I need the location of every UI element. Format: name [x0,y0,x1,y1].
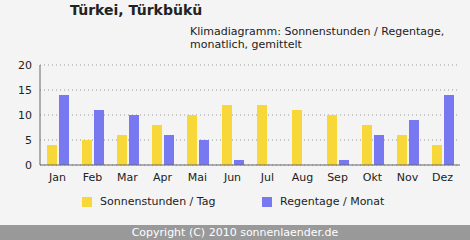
svg-text:Jan: Jan [48,171,66,184]
html-text:Copyright (C) 2010 sonnenlaend: Copyright (C) 2010 sonnenlaender.de [131,226,339,239]
svg-text:20: 20 [18,59,32,72]
svg-text:Nov: Nov [397,171,419,184]
html-text:Regentage / Monat: Regentage / Monat [280,195,385,208]
svg-text:Apr: Apr [153,171,173,184]
svg-text:Feb: Feb [83,171,102,184]
svg-text:10: 10 [18,109,32,122]
svg-text:Dez: Dez [432,171,453,184]
svg-text:5: 5 [25,134,32,147]
svg-text:Mar: Mar [117,171,138,184]
svg-text:Jun: Jun [223,171,241,184]
html-text:Sonnenstunden / Tag: Sonnenstunden / Tag [100,195,216,208]
svg-text:Aug: Aug [292,171,313,184]
html-text:Klimadiagramm: Sonnenstunden /: Klimadiagramm: Sonnenstunden / Regentage… [190,25,445,51]
html-text:Türkei, Türkbükü: Türkei, Türkbükü [70,2,203,18]
svg-text:Okt: Okt [363,171,383,184]
svg-text:15: 15 [18,84,32,97]
svg-text:Jul: Jul [260,171,274,184]
svg-text:0: 0 [25,159,32,172]
svg-text:Sep: Sep [327,171,348,184]
svg-text:Mai: Mai [188,171,207,184]
